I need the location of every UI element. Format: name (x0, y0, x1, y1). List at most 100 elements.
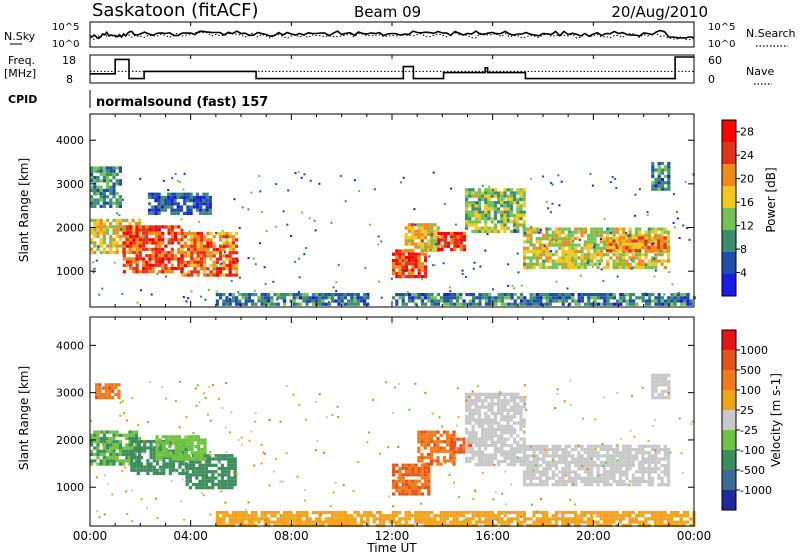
echo-cell (229, 514, 232, 517)
echo-speckle (242, 206, 244, 208)
echo-cell (357, 511, 360, 514)
echo-cell (96, 198, 99, 201)
echo-cell (427, 431, 430, 434)
echo-cell (593, 464, 596, 467)
echo-cell (444, 238, 447, 241)
echo-cell (158, 199, 161, 202)
echo-cell (162, 454, 165, 457)
echo-speckle (102, 444, 104, 446)
echo-cell (504, 296, 507, 299)
echo-cell (119, 453, 122, 456)
echo-cell (648, 249, 651, 252)
echo-cell (430, 239, 433, 242)
echo-cell (516, 517, 519, 520)
echo-cell (497, 450, 500, 453)
echo-speckle (212, 384, 214, 386)
echo-cell (619, 483, 622, 486)
echo-cell (414, 489, 417, 492)
echo-cell (411, 223, 414, 226)
echo-cell (130, 459, 133, 462)
echo-cell (523, 299, 526, 302)
echo-cell (283, 514, 286, 517)
echo-cell (405, 489, 408, 492)
echo-cell (189, 464, 192, 467)
echo-cell (494, 217, 497, 220)
echo-cell (581, 458, 584, 461)
echo-cell (145, 267, 148, 270)
echo-cell (487, 418, 490, 421)
echo-cell (529, 256, 532, 259)
echo-cell (241, 303, 244, 306)
echo-cell (398, 486, 401, 489)
echo-cell (392, 483, 395, 486)
echo-speckle (193, 432, 195, 434)
echo-cell (186, 480, 189, 483)
echo-cell (635, 240, 638, 243)
echo-cell (609, 474, 612, 477)
echo-cell (549, 266, 552, 269)
echo-cell (460, 235, 463, 238)
echo-cell (526, 228, 529, 231)
echo-cell (542, 296, 545, 299)
echo-cell (213, 254, 216, 257)
echo-cell (183, 199, 186, 202)
echo-cell (427, 463, 430, 466)
echo-cell (478, 409, 481, 412)
echo-cell (533, 244, 536, 247)
echo-cell (154, 199, 157, 202)
echo-cell (411, 256, 414, 259)
echo-cell (597, 260, 600, 263)
echo-cell (622, 253, 625, 256)
echo-cell (619, 470, 622, 473)
echo-cell (136, 238, 139, 241)
echo-cell (487, 230, 490, 233)
echo-speckle (345, 200, 347, 202)
echo-cell (408, 256, 411, 259)
echo-cell (174, 254, 177, 257)
echo-cell (542, 247, 545, 250)
echo-cell (574, 260, 577, 263)
echo-speckle (218, 462, 220, 464)
echo-speckle (615, 244, 617, 246)
echo-cell (590, 483, 593, 486)
echo-cell (536, 293, 539, 296)
echo-cell (125, 219, 128, 222)
echo-cell (519, 396, 522, 399)
echo-speckle (542, 176, 544, 178)
echo-cell (654, 467, 657, 470)
echo-cell (555, 511, 558, 514)
echo-cell (181, 445, 184, 448)
echo-cell (533, 458, 536, 461)
echo-speckle (654, 419, 656, 421)
echo-cell (597, 454, 600, 457)
echo-cell (475, 450, 478, 453)
echo-cell (116, 192, 119, 195)
echo-speckle (124, 467, 126, 469)
echo-speckle (408, 409, 410, 411)
echo-cell (341, 303, 344, 306)
echo-cell (536, 458, 539, 461)
echo-cell (203, 438, 206, 441)
echo-cell (148, 209, 151, 212)
echo-speckle (229, 298, 231, 300)
echo-cell (137, 443, 140, 446)
echo-cell (286, 511, 289, 514)
echo-cell (651, 266, 654, 269)
echo-cell (211, 486, 214, 489)
echo-cell (642, 296, 645, 299)
echo-cell (267, 511, 270, 514)
echo-cell (654, 181, 657, 184)
colorbar-segment (722, 186, 736, 209)
echo-cell (424, 434, 427, 437)
echo-cell (224, 467, 227, 470)
echo-speckle (514, 231, 516, 233)
echo-cell (552, 266, 555, 269)
echo-cell (494, 214, 497, 217)
echo-cell (148, 225, 151, 228)
echo-cell (155, 261, 158, 264)
echo-cell (536, 477, 539, 480)
echo-cell (460, 238, 463, 241)
echo-cell (584, 467, 587, 470)
echo-cell (587, 448, 590, 451)
echo-cell (660, 514, 663, 517)
